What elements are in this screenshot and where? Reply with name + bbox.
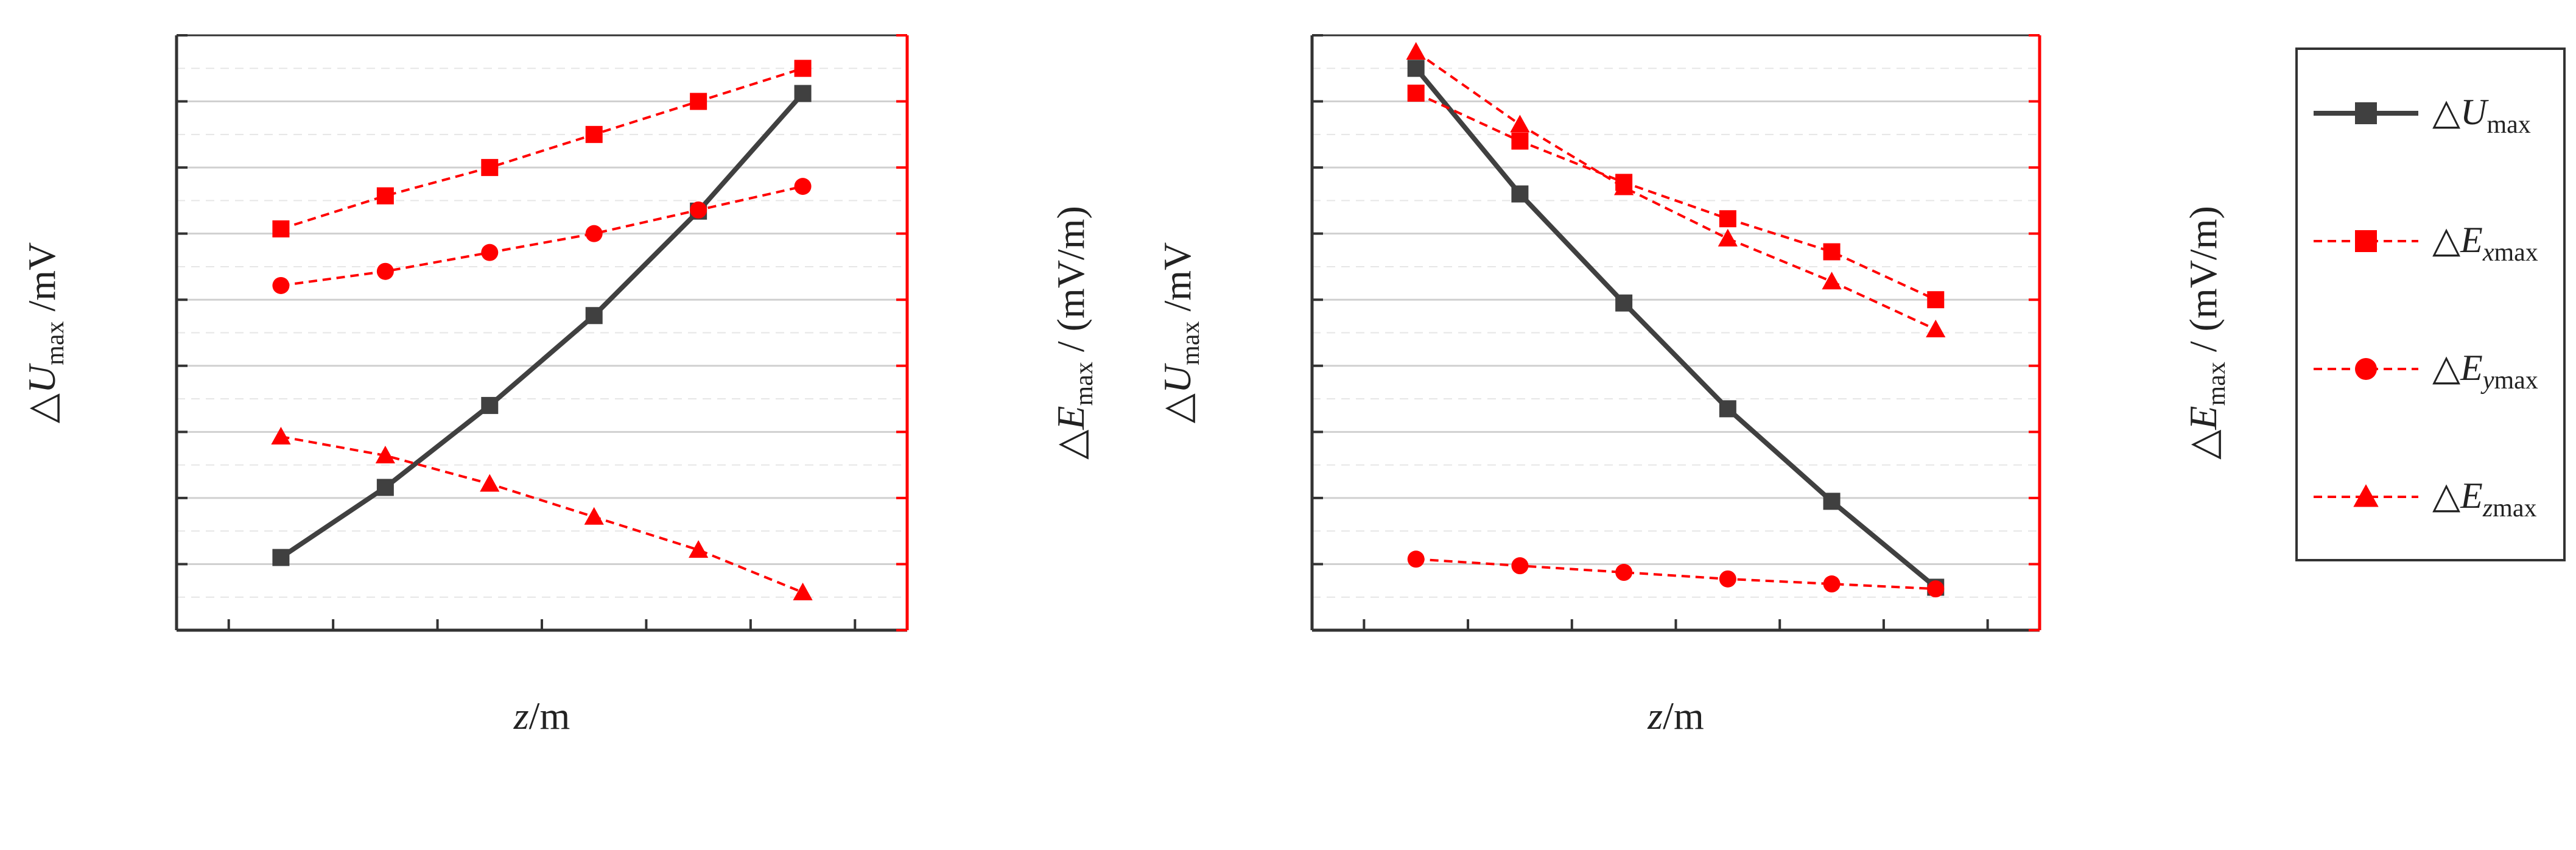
data-point [1823,243,1841,261]
series-△Umax [1407,60,1945,596]
data-point [1719,570,1736,588]
data-point [1823,493,1841,510]
data-point [271,426,291,444]
data-point [376,262,394,280]
data-point [481,396,499,414]
legend-label: △Umax [2432,92,2531,139]
data-point [690,201,707,219]
data-point [1511,132,1529,150]
data-point [1407,550,1425,568]
series-line [279,91,805,560]
data-point [689,540,709,558]
series-line [1415,92,1937,301]
series-line [1414,66,1937,589]
y-axis-title-left: △Umax /mV [20,242,69,424]
data-point [272,549,290,566]
legend-marker [2355,358,2377,380]
data-point [585,307,603,325]
series-△Eymax [272,178,812,294]
series-line [1415,51,1937,331]
data-point [272,220,290,237]
legend-box [2295,47,2566,561]
legend-label: △Eymax [2432,348,2538,395]
data-point [1927,580,1945,598]
data-point [1407,84,1425,102]
legend-label: △Exmax [2432,220,2538,267]
series-line [280,67,804,230]
data-point [794,85,812,102]
y-axis-title-right: △Emax / (mV/m) [1049,206,1098,460]
data-point [375,446,395,463]
panel-above-submarine: z/m △Umax /mV △Emax / (mV/m) [20,34,1098,737]
series-△Exmax [272,60,812,237]
data-point [793,582,813,600]
data-point [1822,272,1842,290]
series-line [281,435,804,594]
legend-entry: △Exmax [2314,220,2538,267]
data-point [1615,564,1633,581]
data-point [1927,291,1945,309]
data-point [376,479,394,496]
legend-entry: △Umax [2314,92,2531,139]
y-axis-title-left: △Umax /mV [1156,242,1205,424]
data-point [1510,114,1530,133]
series-△Eymax [1407,550,1945,598]
legend-marker [2355,102,2377,124]
legend-marker [2355,230,2377,252]
data-point [1511,185,1529,203]
data-point [481,244,499,261]
data-point [1719,210,1736,228]
data-point [481,159,499,177]
panel-below-submarine: z/m △Umax /mV △Emax / (mV/m) [1156,34,2231,737]
legend-marker [2353,484,2379,507]
data-point [1823,575,1841,593]
legend: △Umax △Exmax △Eymax △Ezmax [2295,47,2566,561]
x-axis-title: z/m [1647,694,1704,737]
series-line [281,185,804,287]
data-point [1615,294,1633,312]
data-point [1926,319,1946,337]
legend-entry: △Ezmax [2314,476,2536,522]
x-axis-title: z/m [513,694,570,737]
y-axis-title-right: △Emax / (mV/m) [2181,206,2231,460]
legend-entry: △Eymax [2314,348,2538,395]
data-point [584,507,604,525]
data-point [1718,228,1738,247]
data-point [1407,60,1425,77]
data-point [272,276,290,294]
data-point [1406,42,1426,60]
data-point [480,474,500,492]
data-point [1614,177,1634,195]
data-point [794,60,812,77]
data-point [376,187,394,205]
series-△Umax [272,85,812,566]
series-line [1416,558,1936,591]
data-point [585,125,603,143]
data-point [1719,400,1736,418]
legend-label: △Ezmax [2432,476,2536,522]
data-point [690,93,707,110]
series-△Exmax [1407,84,1945,309]
data-point [585,225,603,242]
data-point [1511,557,1529,575]
series-△Ezmax [1406,42,1946,337]
series-△Ezmax [271,426,813,600]
data-point [794,178,812,195]
